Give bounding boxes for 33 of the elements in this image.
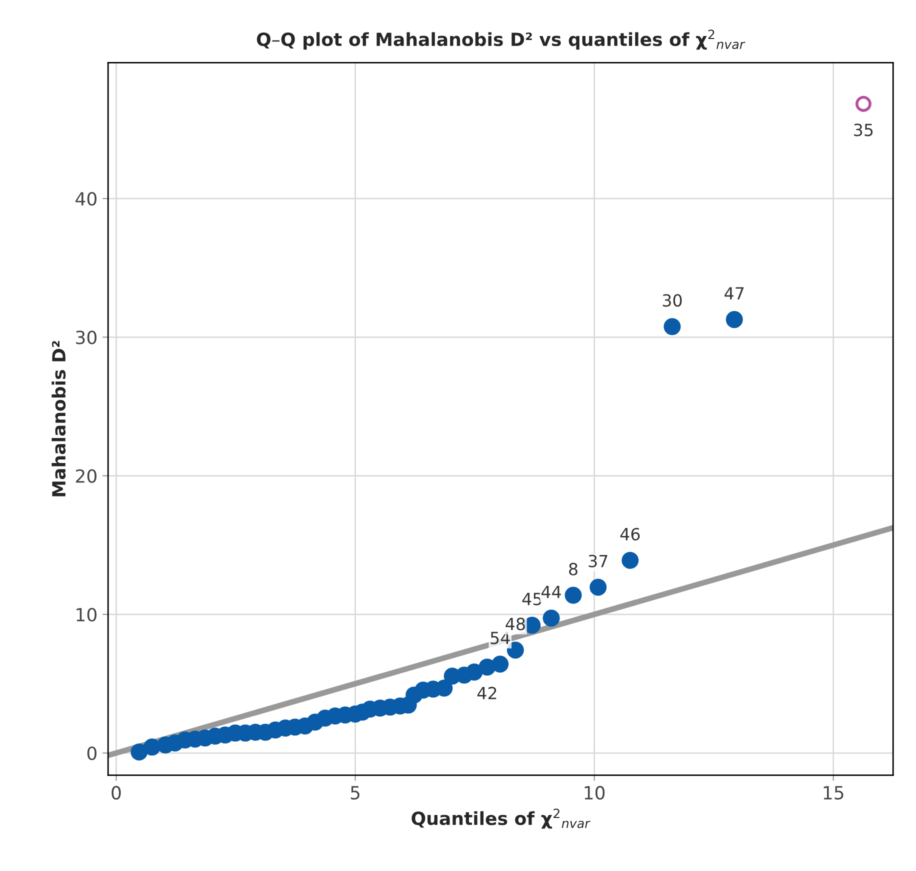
annotation: 8 <box>569 562 578 576</box>
annotation: 37 <box>588 554 608 568</box>
point <box>492 656 509 673</box>
annotation: 30 <box>662 294 682 307</box>
chart-title: Q–Q plot of Mahalanobis D² vs quantiles of χ$^{2}$$_{nvar}$ <box>256 30 746 50</box>
point <box>542 610 560 627</box>
point <box>590 578 607 596</box>
y-tick-label: 0 <box>87 746 96 760</box>
annotation: 44 <box>541 586 561 598</box>
point <box>726 311 743 328</box>
point <box>466 664 483 681</box>
x-tick-label: 0 <box>112 786 121 800</box>
x-tick-label: 10 <box>584 786 605 800</box>
annotation: 45 <box>522 592 542 606</box>
y-tick-label: 30 <box>76 330 96 344</box>
point <box>855 96 872 112</box>
y-tick-label: 40 <box>76 192 96 206</box>
y-tick-label: 20 <box>76 469 96 483</box>
point <box>664 318 681 336</box>
annotation: 54 <box>490 632 510 644</box>
point <box>130 744 148 761</box>
annotation: 35 <box>854 124 873 136</box>
point <box>622 552 639 569</box>
point <box>564 586 582 604</box>
annotation: 46 <box>620 528 640 540</box>
y-axis-title: Mahalanobis D² <box>52 341 66 496</box>
x-tick-label: 5 <box>350 786 360 800</box>
x-axis-title: Quantiles of χ$^{2}$$_{nvar}$ <box>412 808 590 829</box>
x-tick-label: 15 <box>824 786 844 800</box>
annotation: 48 <box>506 618 525 630</box>
annotation: 47 <box>724 287 744 300</box>
y-tick-label: 10 <box>76 608 96 622</box>
annotation: 42 <box>477 686 496 700</box>
